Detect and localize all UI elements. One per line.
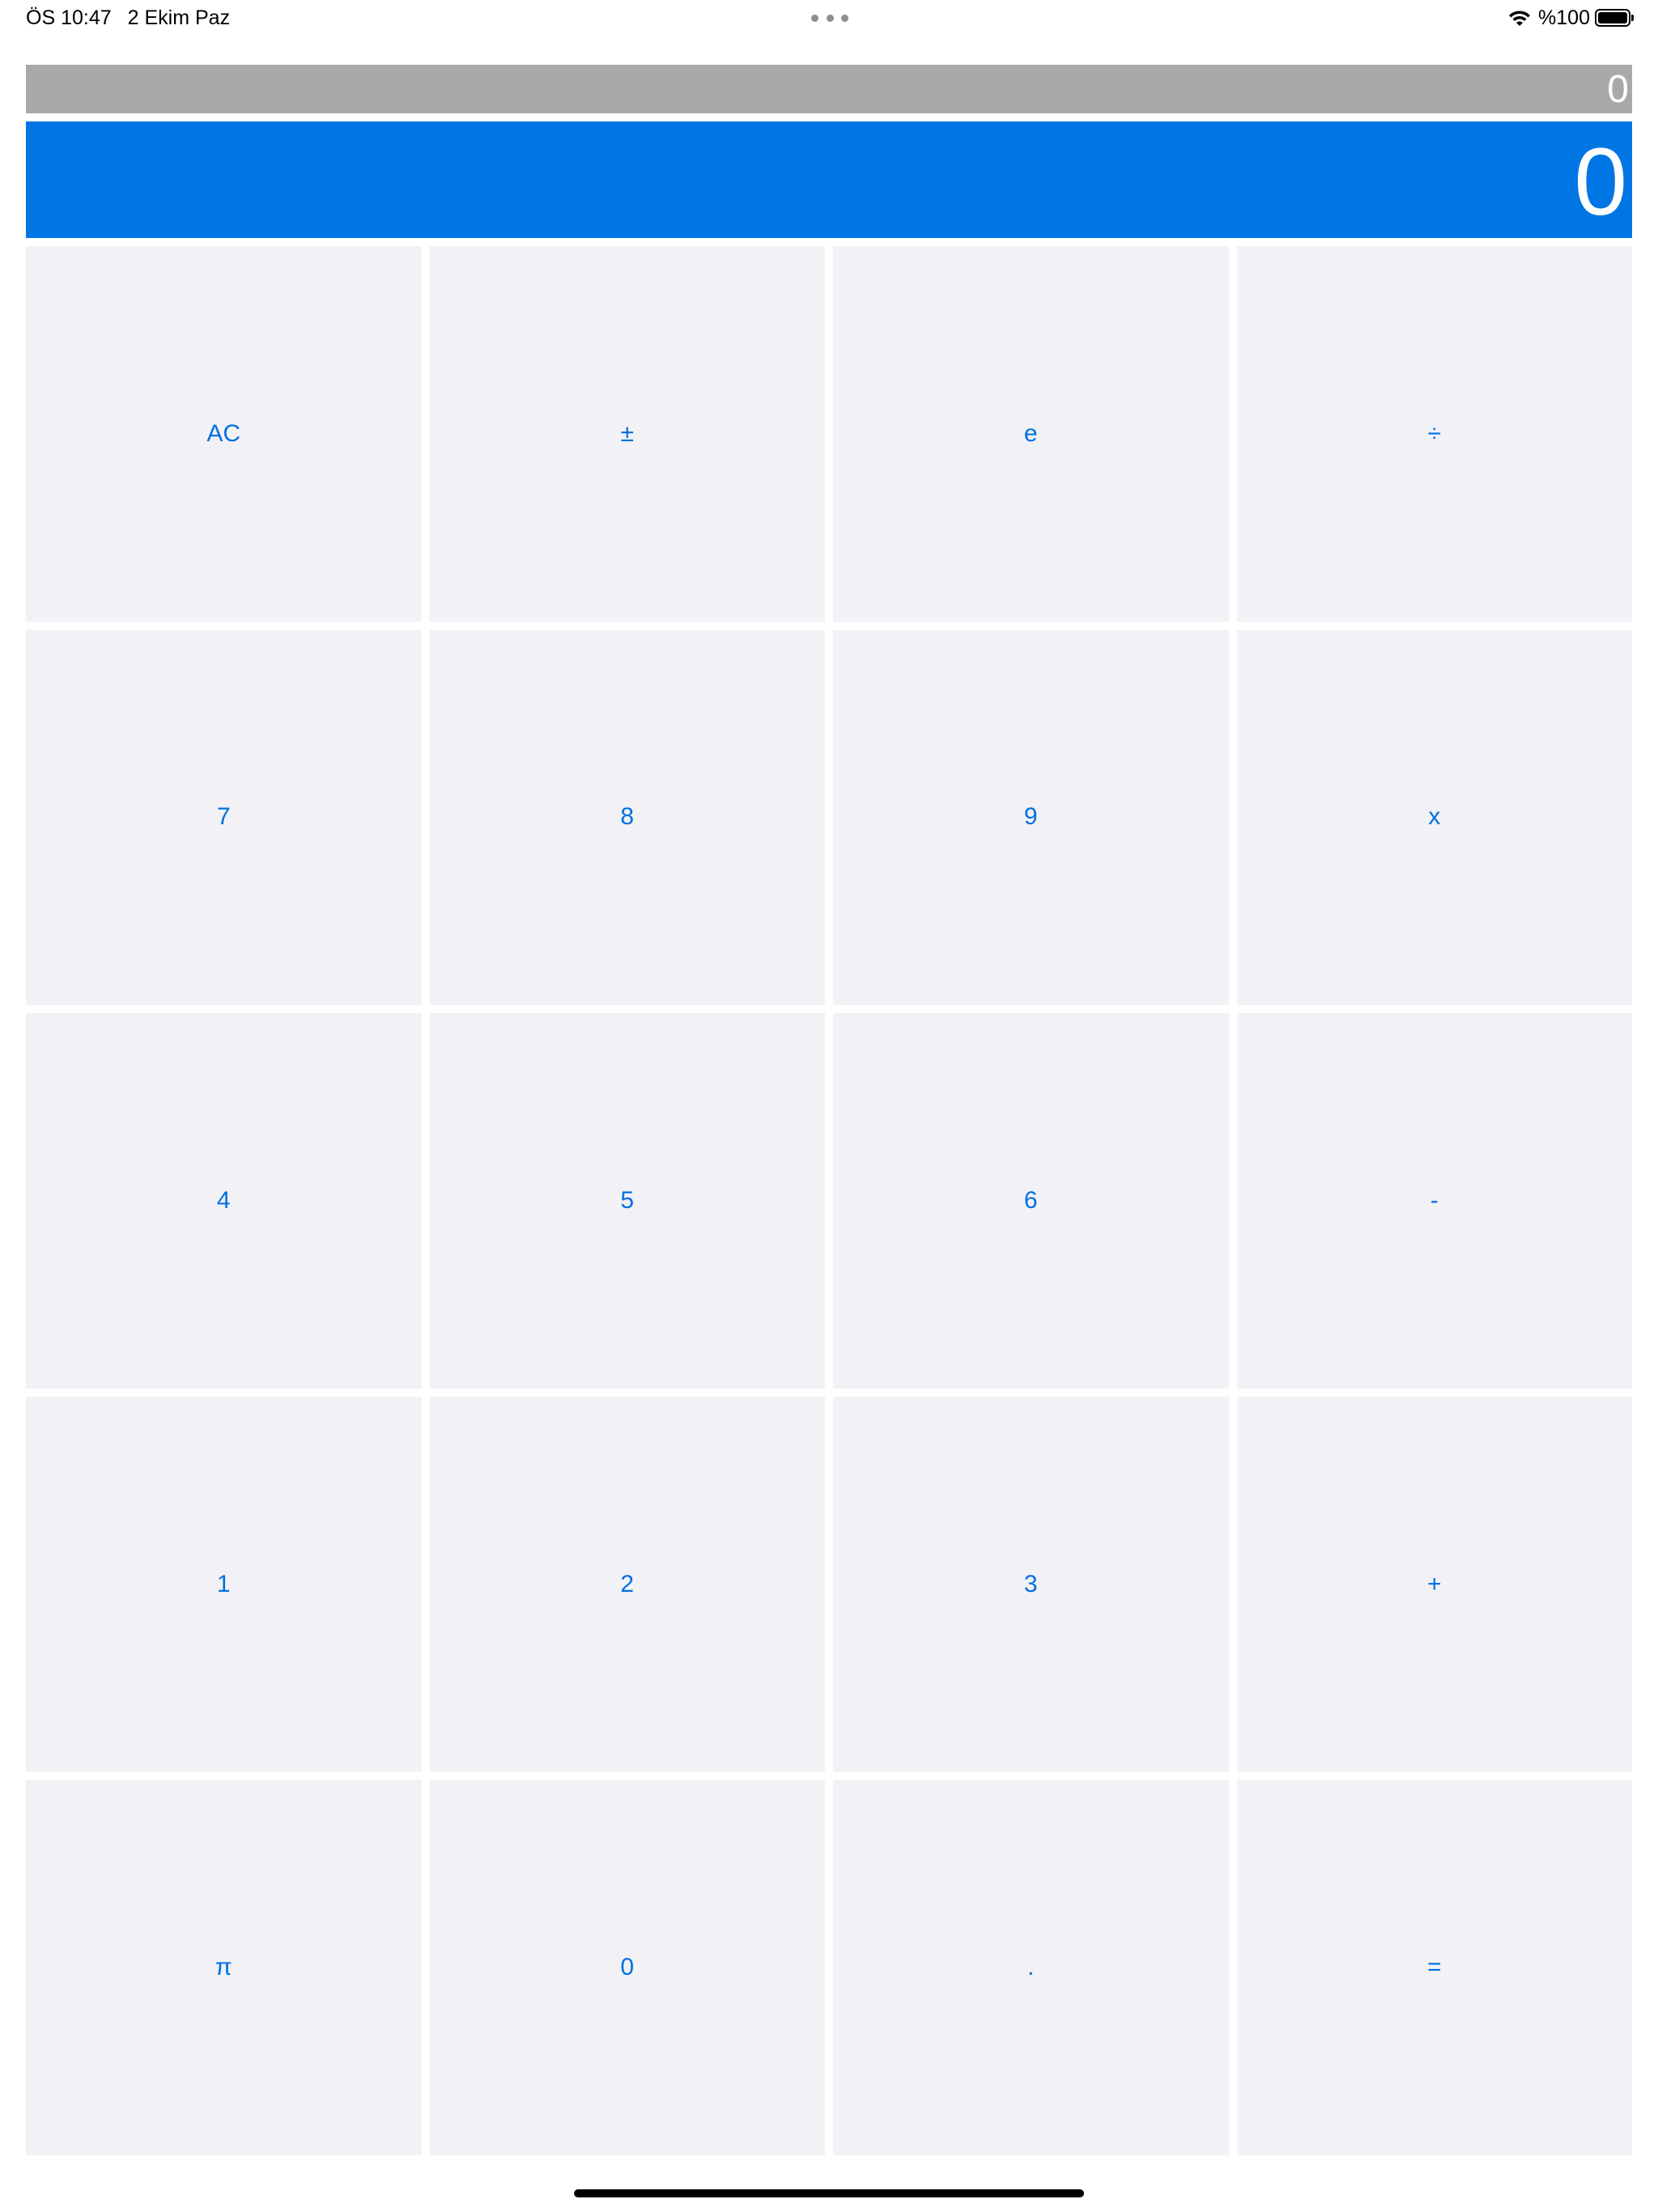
multitasking-menu-icon[interactable] [811, 15, 848, 23]
key-0-button[interactable]: 0 [429, 1780, 825, 2155]
key-9-button[interactable]: 9 [833, 629, 1229, 1006]
key-pi-button[interactable]: π [26, 1780, 422, 2155]
key-5-button[interactable]: 5 [429, 1013, 825, 1389]
key-6-button[interactable]: 6 [833, 1013, 1229, 1389]
key-7-button[interactable]: 7 [26, 629, 422, 1006]
key-subtract-button[interactable]: - [1236, 1013, 1632, 1389]
key-4-button[interactable]: 4 [26, 1013, 422, 1389]
main-display: 0 [26, 121, 1632, 238]
key-8-button[interactable]: 8 [429, 629, 825, 1006]
key-decimal-button[interactable]: . [833, 1780, 1229, 2155]
key-add-button[interactable]: + [1236, 1396, 1632, 1772]
key-sign-button[interactable]: ± [429, 246, 825, 622]
status-time-date: ÖS 10:47 2 Ekim Paz [26, 6, 230, 30]
home-indicator[interactable] [574, 2189, 1084, 2197]
key-2-button[interactable]: 2 [429, 1396, 825, 1772]
battery-icon [1595, 8, 1635, 28]
wifi-icon [1509, 10, 1531, 26]
keypad: AC ± e ÷ 7 8 9 x 4 5 6- 1 2 3 + π 0. = [26, 246, 1632, 2155]
key-1-button[interactable]: 1 [26, 1396, 422, 1772]
status-indicators: %100 [1507, 6, 1635, 30]
status-date: 2 Ekim Paz [127, 6, 231, 29]
status-time: ÖS 10:47 [26, 6, 112, 29]
battery-percentage: %100 [1538, 6, 1590, 29]
key-divide-button[interactable]: ÷ [1236, 246, 1632, 622]
key-3-button[interactable]: 3 [833, 1396, 1229, 1772]
history-display: 0 [26, 65, 1632, 113]
key-clear-button[interactable]: AC [26, 246, 422, 622]
key-equals-button[interactable]: = [1236, 1780, 1632, 2155]
key-multiply-button[interactable]: x [1236, 629, 1632, 1006]
key-e-button[interactable]: e [833, 246, 1229, 622]
status-bar: ÖS 10:47 2 Ekim Paz %100 [0, 0, 1658, 39]
